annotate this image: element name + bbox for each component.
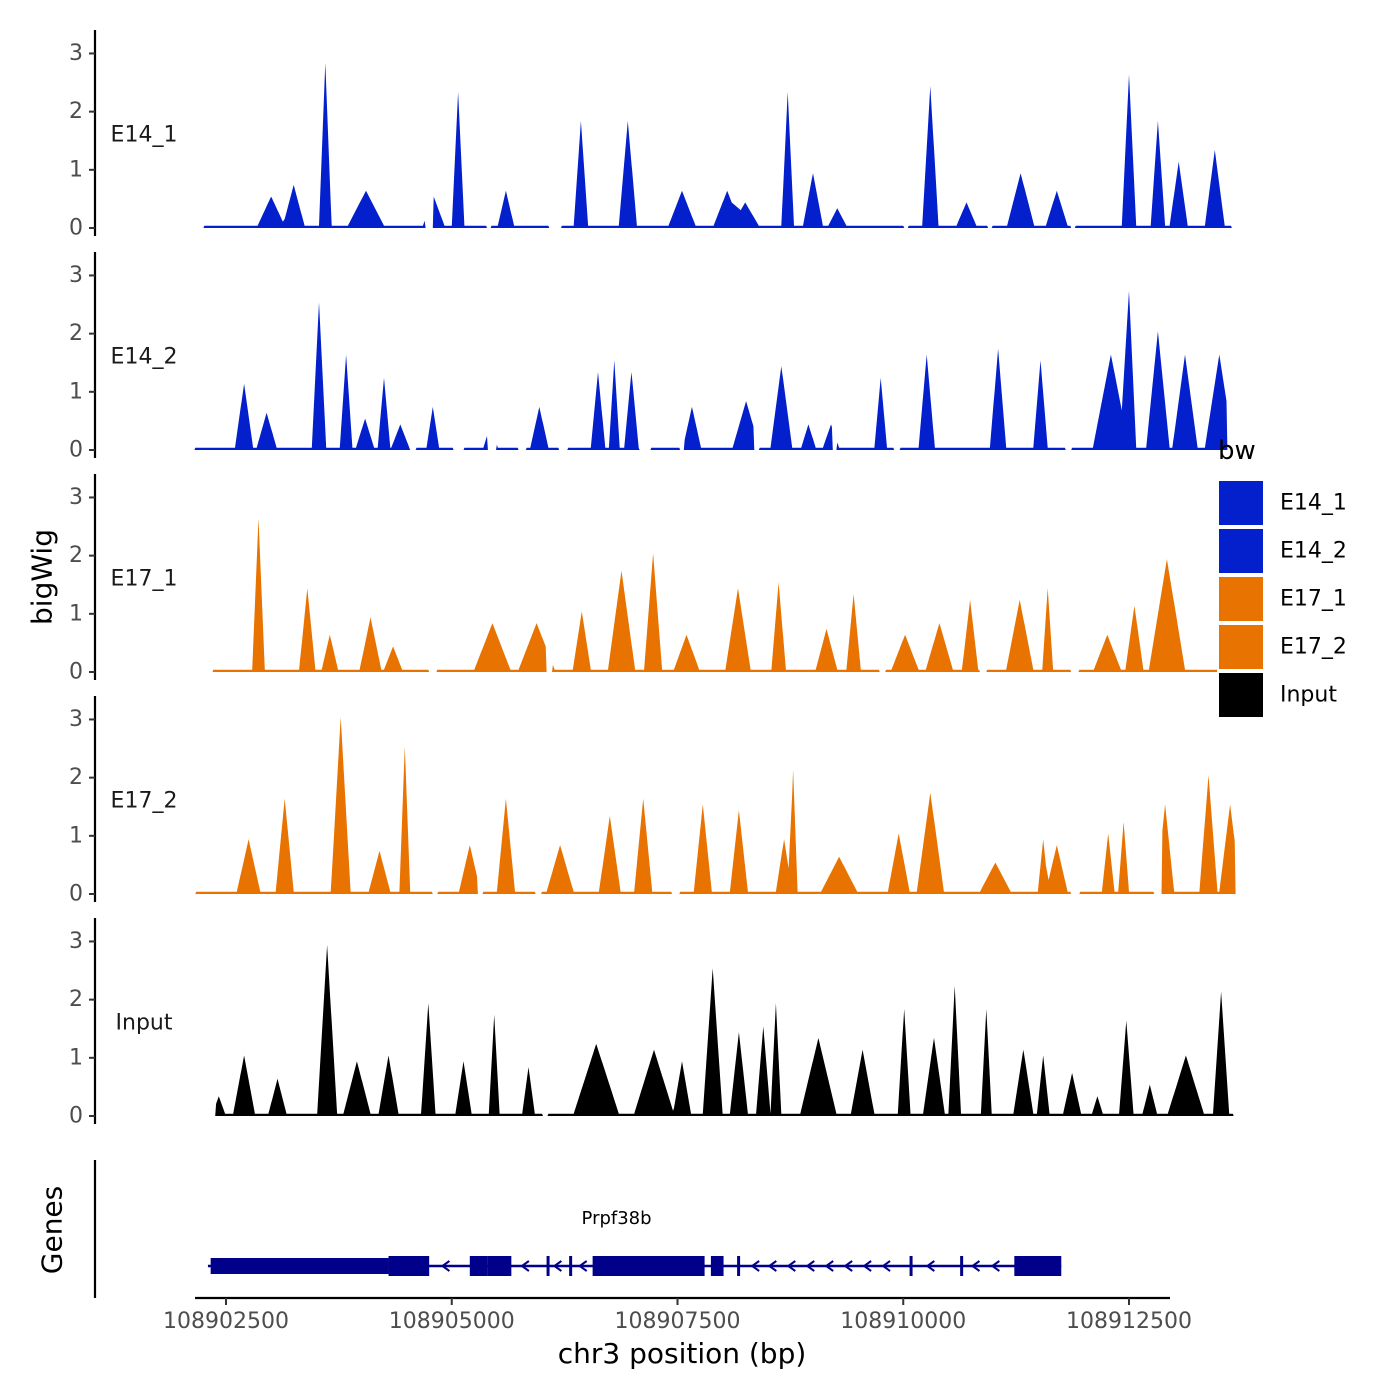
gene-models: Prpf38b: [207, 1208, 1062, 1276]
strand-arrow: [786, 1260, 796, 1272]
legend-swatch: [1217, 671, 1265, 719]
gene-exon: [569, 1256, 573, 1276]
strand-arrow: [440, 1260, 451, 1272]
track-label: Input: [116, 1011, 173, 1036]
strand-arrow: [925, 1260, 935, 1272]
signal-area-E14_2: [194, 290, 1236, 450]
gene-exon: [737, 1256, 741, 1276]
strand-arrow: [843, 1260, 853, 1272]
y-axis-title: bigWig: [26, 529, 59, 625]
gene-exon: [388, 1256, 430, 1276]
y-tick-label: 2: [69, 99, 83, 124]
legend: bw E14_1 E14_2 E17_1 E17_2 Input: [1217, 436, 1347, 719]
y-tick-label: 1: [69, 157, 83, 182]
gene-exon: [546, 1256, 550, 1276]
y-tick-label: 3: [69, 263, 83, 288]
gene-exon: [210, 1258, 389, 1274]
gene-exon: [469, 1256, 488, 1276]
gene-exon: [592, 1256, 705, 1276]
legend-label: Input: [1280, 683, 1337, 708]
legend-label: E17_1: [1280, 587, 1347, 612]
genes-label: Genes: [36, 1186, 69, 1274]
track-label: E14_1: [111, 123, 178, 148]
signal-area-E14_1: [194, 62, 1236, 228]
track-E17_2: 0 1 2 3 E17_2: [69, 696, 1236, 907]
signal-area-E17_2: [194, 717, 1236, 894]
strand-arrow: [881, 1260, 891, 1272]
x-axis-title: chr3 position (bp): [558, 1337, 807, 1370]
legend-title: bw: [1218, 436, 1256, 466]
legend-label: E14_1: [1280, 491, 1347, 516]
y-tick-label: 1: [69, 1045, 83, 1070]
gene-exon: [487, 1256, 512, 1276]
y-tick-label: 0: [69, 216, 83, 241]
y-tick-label: 2: [69, 987, 83, 1012]
tracks: 0 1 2 3 E14_1 0 1 2 3 E14_2 0 1 2 3 E17_1 0 1 2 3 E17_2 0 1 2 3…: [69, 30, 1236, 1129]
signal-area-Input: [194, 944, 1236, 1116]
y-tick-label: 2: [69, 321, 83, 346]
strand-arrow: [767, 1260, 777, 1272]
gene-exon: [960, 1256, 964, 1276]
track-Input: 0 1 2 3 Input: [69, 918, 1236, 1129]
track-label: E14_2: [111, 345, 178, 370]
strand-arrow: [805, 1260, 815, 1272]
strand-arrow: [970, 1260, 981, 1272]
track-label: E17_2: [111, 789, 178, 814]
y-tick-label: 0: [69, 882, 83, 907]
gene-exon: [909, 1256, 913, 1276]
strand-arrow: [824, 1260, 834, 1272]
legend-items: E14_1 E14_2 E17_1 E17_2 Input: [1217, 479, 1347, 719]
gene-name-label: Prpf38b: [582, 1208, 652, 1229]
y-tick-label: 3: [69, 41, 83, 66]
y-tick-label: 3: [69, 485, 83, 510]
legend-swatch: [1217, 479, 1265, 527]
legend-swatch: [1217, 575, 1265, 623]
y-tick-label: 0: [69, 438, 83, 463]
track-E17_1: 0 1 2 3 E17_1: [69, 474, 1236, 685]
track-E14_2: 0 1 2 3 E14_2: [69, 252, 1236, 463]
legend-label: E14_2: [1280, 539, 1347, 564]
x-tick-label: 108905000: [389, 1309, 515, 1334]
track-label: E17_1: [111, 567, 178, 592]
x-tick-label: 108902500: [163, 1309, 289, 1334]
strand-arrow: [552, 1260, 562, 1272]
legend-swatch: [1217, 527, 1265, 575]
genes-panel: Genes Prpf38b 108902500 108905000 10890750…: [36, 1160, 1192, 1370]
strand-arrow: [750, 1260, 760, 1272]
y-tick-label: 1: [69, 601, 83, 626]
track-E14_1: 0 1 2 3 E14_1: [69, 30, 1236, 241]
strand-arrow: [862, 1260, 872, 1272]
strand-arrow: [520, 1260, 530, 1272]
legend-swatch: [1217, 623, 1265, 671]
strand-arrow: [990, 1260, 1000, 1272]
y-tick-label: 0: [69, 1104, 83, 1129]
strand-arrow: [577, 1260, 588, 1272]
y-tick-label: 0: [69, 660, 83, 685]
y-tick-label: 2: [69, 543, 83, 568]
gene-exon: [1014, 1256, 1062, 1276]
y-tick-label: 3: [69, 929, 83, 954]
x-tick-label: 108912500: [1066, 1309, 1192, 1334]
y-tick-label: 2: [69, 765, 83, 790]
y-tick-label: 1: [69, 823, 83, 848]
y-tick-label: 1: [69, 379, 83, 404]
x-axis-ticks: 108902500 108905000 108907500 108910000 1089…: [163, 1298, 1192, 1334]
legend-label: E17_2: [1280, 635, 1347, 660]
gene-Prpf38b: Prpf38b: [207, 1208, 1062, 1276]
x-tick-label: 108910000: [840, 1309, 966, 1334]
gene-exon: [710, 1256, 724, 1276]
signal-area-E17_1: [194, 518, 1236, 672]
x-tick-label: 108907500: [615, 1309, 741, 1334]
y-tick-label: 3: [69, 707, 83, 732]
